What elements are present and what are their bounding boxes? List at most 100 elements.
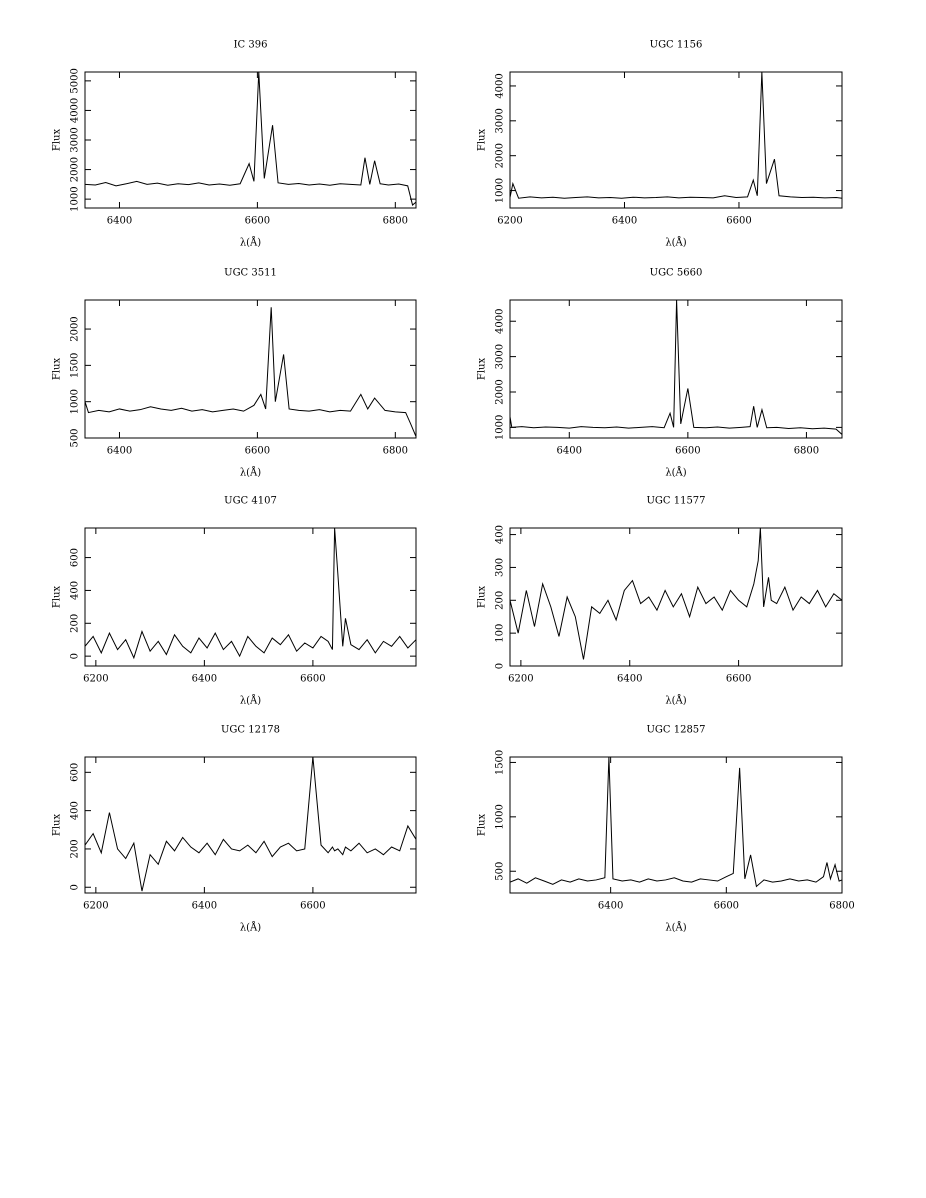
- y-tick-label: 2000: [495, 143, 506, 168]
- x-tick-label: 6800: [383, 446, 408, 457]
- y-tick-label: 200: [70, 614, 81, 633]
- panel-title: UGC 12857: [646, 725, 705, 736]
- y-tick-label: 0: [70, 653, 81, 659]
- panel: UGC 12178 λ(Å) Flux 6200 6400 6600 0 200 400 600: [52, 725, 417, 934]
- y-tick-label: 400: [70, 801, 81, 820]
- x-tick-label: 6600: [726, 216, 751, 227]
- y-tick-label: 3000: [495, 344, 506, 369]
- plot-frame: [84, 299, 417, 439]
- y-tick-label: 3000: [495, 108, 506, 133]
- y-tick-label: 5000: [70, 68, 81, 93]
- y-axis-label: Flux: [477, 129, 488, 152]
- x-axis-label: λ(Å): [665, 922, 686, 934]
- x-axis-label: λ(Å): [665, 237, 686, 249]
- plot-frame: [84, 527, 417, 667]
- x-tick-label: 6600: [726, 674, 751, 685]
- y-axis-label: Flux: [477, 586, 488, 609]
- spectrum: [85, 72, 416, 206]
- panel: UGC 12857 λ(Å) Flux 6400 6600 6800 500 1000 1500: [477, 725, 855, 934]
- x-axis-label: λ(Å): [240, 695, 261, 707]
- y-tick-label: 1000: [70, 389, 81, 414]
- y-tick-label: 3000: [70, 127, 81, 152]
- y-tick-label: 500: [70, 428, 81, 447]
- y-tick-label: 600: [70, 548, 81, 567]
- x-tick-label: 6600: [245, 216, 270, 227]
- x-tick-label: 6800: [383, 216, 408, 227]
- y-tick-label: 2000: [495, 379, 506, 404]
- spectrum: [510, 528, 842, 660]
- x-tick-label: 6400: [192, 674, 217, 685]
- y-tick-label: 1000: [495, 415, 506, 440]
- x-tick-label: 6400: [107, 216, 132, 227]
- x-tick-label: 6200: [497, 216, 522, 227]
- plot-frame: [509, 527, 843, 667]
- panel-title: UGC 12178: [221, 725, 280, 736]
- x-tick-label: 6600: [245, 446, 270, 457]
- plot-frame: [509, 71, 843, 209]
- y-axis-label: Flux: [52, 358, 63, 381]
- panel: IC 396 λ(Å) Flux 6400 6600 6800 1000 2000 3000 40…: [52, 40, 417, 249]
- x-tick-label: 6400: [107, 446, 132, 457]
- y-tick-label: 4000: [495, 309, 506, 334]
- x-tick-label: 6600: [714, 901, 739, 912]
- y-tick-label: 1500: [70, 353, 81, 378]
- plot-frame: [509, 756, 843, 894]
- plot-frame: [84, 756, 417, 894]
- x-tick-label: 6800: [794, 446, 819, 457]
- y-axis-label: Flux: [477, 814, 488, 837]
- x-axis-label: λ(Å): [665, 467, 686, 479]
- panel-title: UGC 4107: [224, 496, 277, 507]
- plot-frame: [84, 71, 417, 209]
- x-axis-label: λ(Å): [240, 467, 261, 479]
- x-tick-label: 6800: [829, 901, 854, 912]
- panel: UGC 4107 λ(Å) Flux 6200 6400 6600 0 200 400 600: [52, 496, 417, 707]
- spectrum: [85, 757, 416, 892]
- y-axis-label: Flux: [52, 814, 63, 837]
- x-tick-label: 6400: [557, 446, 582, 457]
- x-tick-label: 6400: [598, 901, 623, 912]
- x-tick-label: 6600: [675, 446, 700, 457]
- y-axis-label: Flux: [52, 129, 63, 152]
- y-axis-label: Flux: [477, 358, 488, 381]
- spectrum: [510, 72, 842, 199]
- y-tick-label: 300: [495, 558, 506, 577]
- x-tick-label: 6600: [300, 901, 325, 912]
- spectrum: [85, 528, 416, 660]
- plot-frame: [509, 299, 843, 439]
- y-tick-label: 1000: [495, 178, 506, 203]
- y-tick-label: 2000: [70, 316, 81, 341]
- y-tick-label: 500: [495, 862, 506, 881]
- x-axis-label: λ(Å): [665, 695, 686, 707]
- y-axis-label: Flux: [52, 586, 63, 609]
- panel-title: UGC 1156: [650, 40, 703, 51]
- y-tick-label: 400: [495, 525, 506, 544]
- panel-title: UGC 3511: [224, 268, 277, 279]
- y-tick-label: 0: [495, 663, 506, 669]
- x-tick-label: 6200: [83, 901, 108, 912]
- x-tick-label: 6600: [300, 674, 325, 685]
- y-tick-label: 1000: [495, 804, 506, 829]
- x-axis-label: λ(Å): [240, 922, 261, 934]
- spectrum: [510, 757, 842, 888]
- x-tick-label: 6400: [192, 901, 217, 912]
- y-tick-label: 400: [70, 581, 81, 600]
- y-tick-label: 0: [70, 884, 81, 890]
- panel-title: UGC 5660: [650, 268, 703, 279]
- y-tick-label: 200: [70, 839, 81, 858]
- y-tick-label: 1500: [495, 750, 506, 775]
- x-axis-label: λ(Å): [240, 237, 261, 249]
- panel: UGC 3511 λ(Å) Flux 6400 6600 6800 500 1000 1500 2…: [52, 268, 417, 479]
- y-tick-label: 200: [495, 591, 506, 610]
- spectrum: [85, 307, 416, 437]
- y-tick-label: 4000: [495, 73, 506, 98]
- y-tick-label: 1000: [70, 186, 81, 211]
- x-tick-label: 6200: [83, 674, 108, 685]
- panel: UGC 1156 λ(Å) Flux 6200 6400 6600 1000 2000 3000…: [477, 40, 843, 249]
- x-tick-label: 6400: [617, 674, 642, 685]
- y-tick-label: 2000: [70, 157, 81, 182]
- spectrum: [510, 300, 842, 435]
- panel-title: IC 396: [234, 40, 268, 51]
- y-tick-label: 600: [70, 763, 81, 782]
- panel: UGC 11577 λ(Å) Flux 6200 6400 6600 0 100 200 300 4…: [477, 496, 843, 707]
